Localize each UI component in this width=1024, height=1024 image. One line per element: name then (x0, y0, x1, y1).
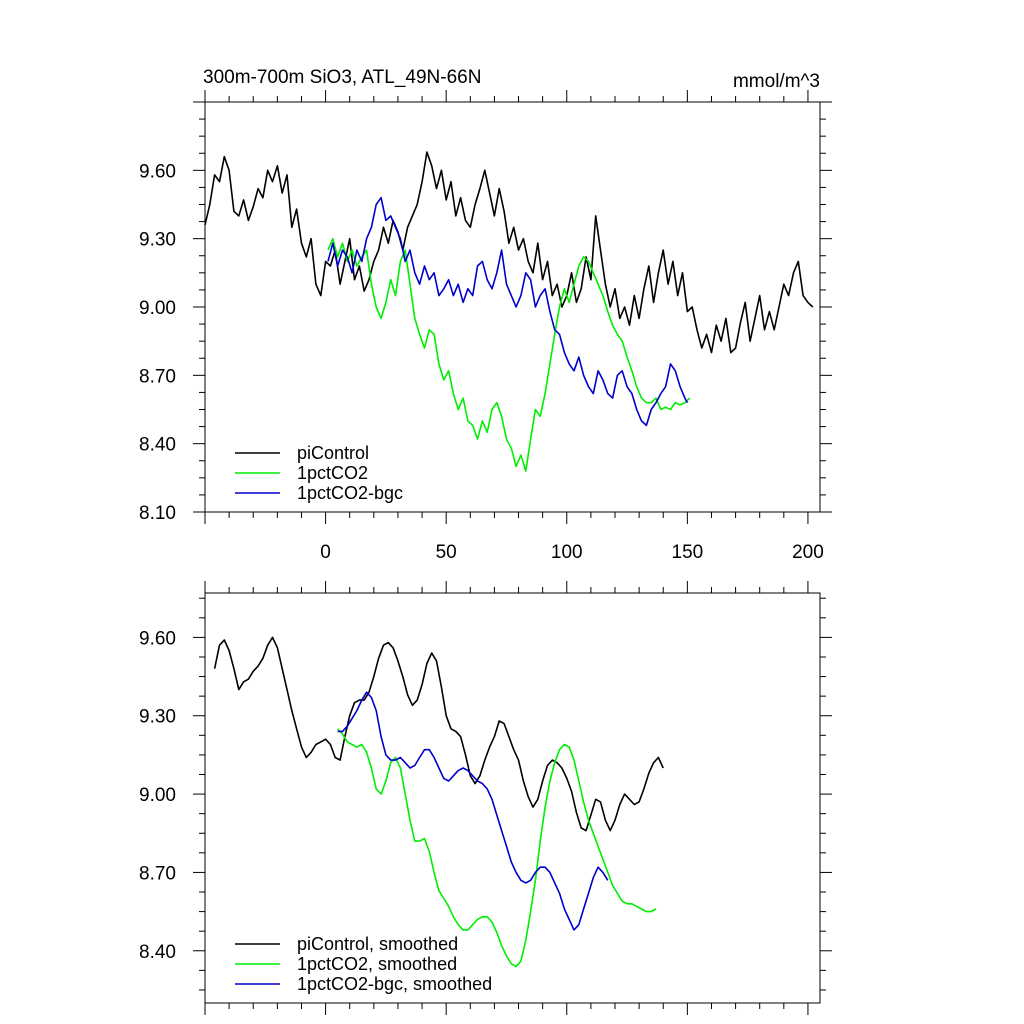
top-series-line-2 (327, 237, 691, 472)
y-tick-label: 8.70 (139, 366, 176, 387)
chart-title: 300m-700m SiO3, ATL_49N-66N (203, 67, 481, 88)
x-tick-label: 100 (551, 542, 583, 563)
legend-label: 1pctCO2-bgc, smoothed (297, 974, 492, 994)
top-series-line-3 (327, 196, 689, 427)
y-tick-label: 9.30 (139, 230, 176, 251)
x-tick-label: 0 (320, 542, 331, 563)
y-tick-label: 9.60 (139, 161, 176, 182)
bottom-series-line-1 (213, 636, 664, 832)
legend-label: 1pctCO2 (297, 463, 368, 483)
legend-label: 1pctCO2-bgc (297, 483, 403, 503)
x-tick-label: 50 (436, 542, 457, 563)
y-tick-label: 9.00 (139, 785, 176, 806)
y-tick-label: 8.10 (139, 503, 176, 524)
y-tick-label: 9.30 (139, 707, 176, 728)
x-tick-label: 150 (672, 542, 704, 563)
legend-label: 1pctCO2, smoothed (297, 954, 457, 974)
top-series-line-1 (204, 151, 814, 354)
bottom-panel: 8.40 8.70 9.00 9.30 9.60 piControl, smoothed… (139, 581, 832, 1015)
bottom-series-line-2 (337, 728, 657, 968)
legend-label: piControl, smoothed (297, 934, 458, 954)
bottom-series-line-3 (337, 691, 609, 931)
y-tick-label: 9.00 (139, 298, 176, 319)
units-label: mmol/m^3 (733, 71, 820, 92)
y-tick-label: 9.60 (139, 628, 176, 649)
top-panel: 0 50 100 150 200 8.10 8.40 8.70 9.00 9.30 9.60 piC… (139, 90, 832, 563)
legend-label: piControl (297, 443, 369, 463)
y-tick-label: 8.70 (139, 863, 176, 884)
bottom-axis-ticks: 8.40 8.70 9.00 9.30 9.60 (139, 581, 832, 1015)
x-tick-label: 200 (792, 542, 824, 563)
y-tick-label: 8.40 (139, 435, 176, 456)
top-series-lines (204, 151, 814, 472)
bottom-plot-frame (204, 592, 821, 1004)
top-axis-ticks: 0 50 100 150 200 8.10 8.40 8.70 9.00 9.30 9.60 (139, 90, 832, 563)
y-tick-label: 8.40 (139, 942, 176, 963)
bottom-series-lines (213, 636, 664, 968)
